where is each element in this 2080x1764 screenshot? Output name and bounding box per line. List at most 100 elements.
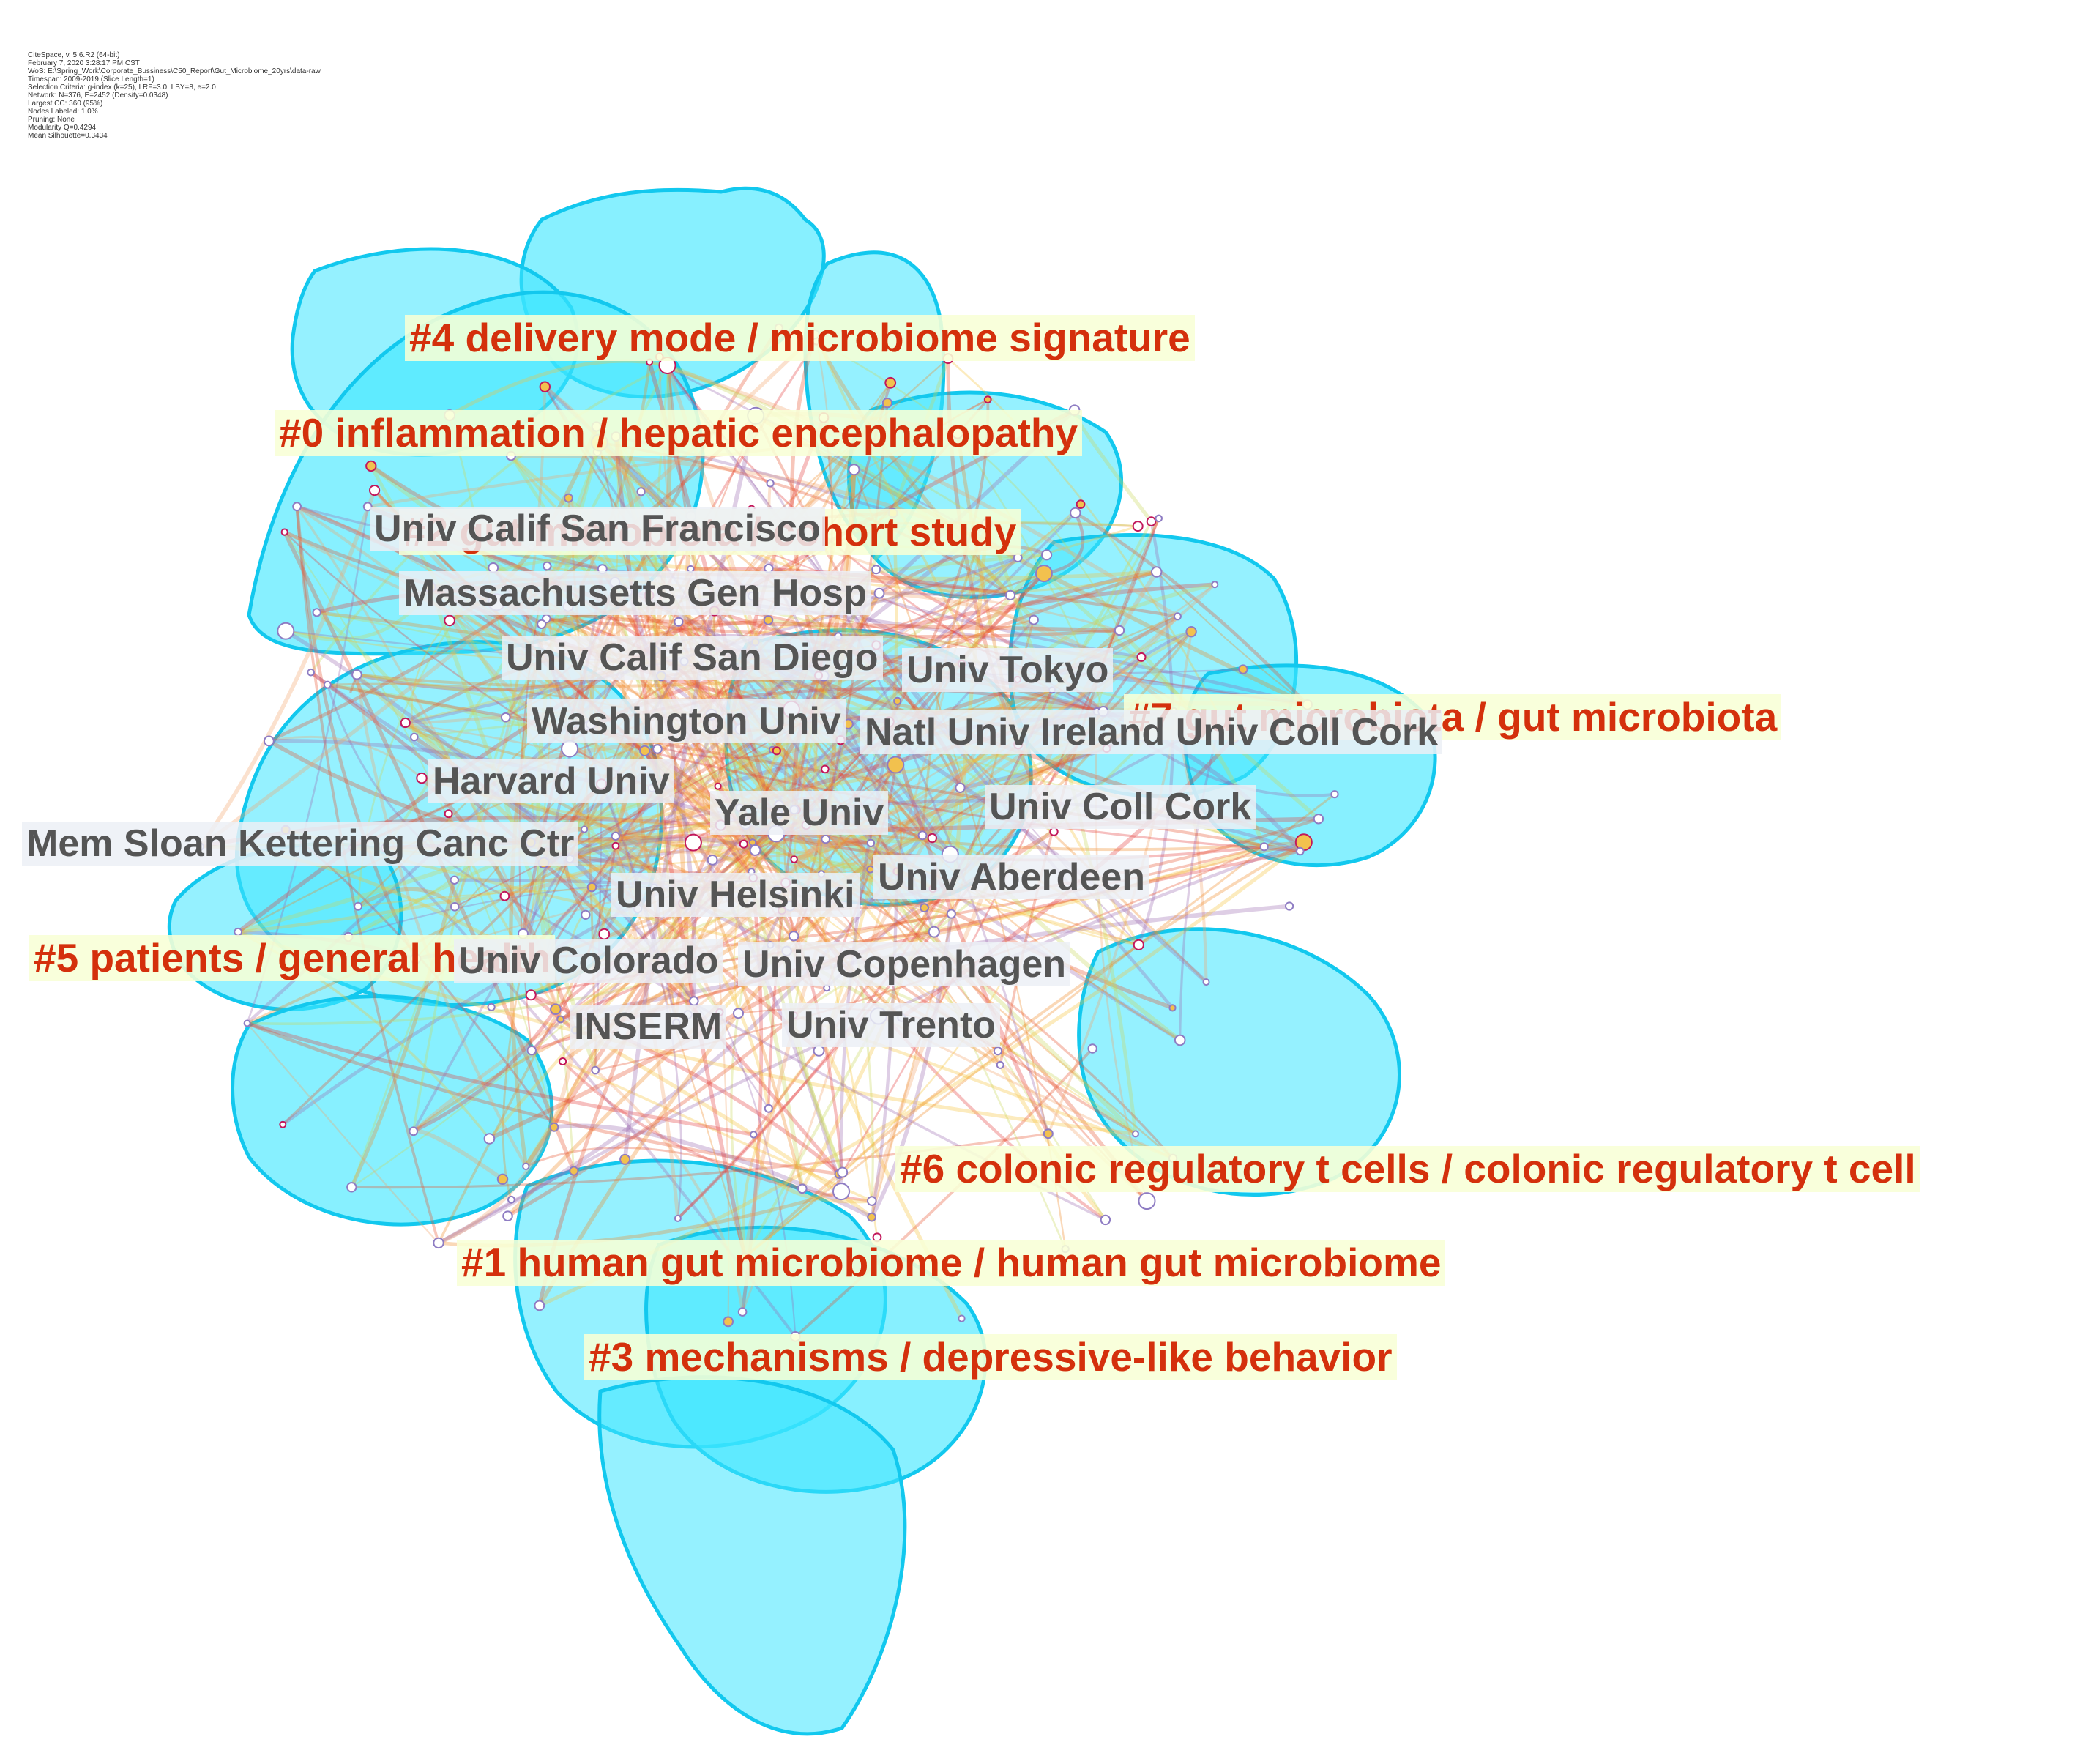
- meta-line: Largest CC: 360 (95%): [28, 100, 103, 108]
- network-node: [1155, 514, 1163, 523]
- institution-label: Univ Calif San Diego: [502, 636, 883, 680]
- network-edge: [741, 523, 988, 1313]
- network-node: [832, 1183, 850, 1201]
- institution-label: Univ Copenhagen: [738, 942, 1071, 986]
- network-node: [684, 833, 702, 852]
- network-node: [598, 928, 611, 940]
- network-node: [556, 1015, 564, 1024]
- network-node: [1076, 499, 1086, 509]
- network-edge: [769, 483, 1050, 1134]
- network-node: [559, 1057, 567, 1065]
- network-node: [983, 395, 992, 403]
- network-summary: CiteSpace, v. 5.6.R2 (64-bit) February 7…: [28, 51, 321, 140]
- network-node: [750, 1131, 758, 1139]
- network-edge: [412, 1008, 557, 1134]
- network-node: [487, 1002, 496, 1011]
- network-node: [881, 398, 893, 409]
- network-node: [917, 830, 928, 841]
- network-edge: [1051, 688, 1302, 853]
- network-edge: [816, 340, 1121, 631]
- network-node: [1285, 901, 1294, 911]
- network-node: [928, 926, 940, 938]
- network-node: [639, 745, 651, 757]
- network-node: [1330, 790, 1339, 799]
- network-edge: [742, 889, 840, 1258]
- network-edge: [718, 1011, 797, 1337]
- network-edge: [525, 1146, 803, 1190]
- meta-line: Network: N=376, E=2452 (Density=0.0348): [28, 92, 168, 100]
- cluster-hull: [231, 994, 554, 1227]
- network-node: [920, 903, 929, 913]
- network-node: [837, 1166, 849, 1178]
- meta-line: Nodes Labeled: 1.0%: [28, 108, 98, 116]
- network-node: [522, 1162, 530, 1171]
- network-node: [1146, 516, 1157, 526]
- network-node: [714, 782, 722, 790]
- network-node: [619, 1153, 631, 1165]
- meta-line: Selection Criteria: g-index (k=25), LRF=…: [28, 83, 216, 92]
- network-node: [611, 841, 620, 850]
- network-node: [652, 744, 663, 754]
- network-node: [1100, 1214, 1111, 1226]
- institution-label: Univ Trento: [782, 1003, 1001, 1047]
- institution-label: Natl Univ Ireland Univ Coll Cork: [860, 710, 1443, 754]
- network-node: [1168, 1004, 1177, 1012]
- network-edge: [644, 749, 1300, 853]
- network-edge: [269, 735, 422, 779]
- network-node: [797, 1183, 808, 1194]
- network-node: [312, 608, 321, 617]
- network-edge: [767, 619, 1182, 1042]
- network-edge: [537, 868, 872, 1307]
- network-node: [958, 1314, 966, 1322]
- network-edge: [295, 506, 417, 960]
- network-node: [400, 717, 411, 729]
- network-node: [1136, 652, 1147, 662]
- network-node: [611, 831, 620, 841]
- cluster-label-1: #1 human gut microbiome / human gut micr…: [457, 1240, 1446, 1286]
- institution-label: Univ Calif San Francisco: [370, 507, 825, 551]
- network-node: [764, 1104, 773, 1113]
- network-node: [507, 1195, 515, 1204]
- network-edge: [412, 912, 952, 1133]
- network-node: [893, 696, 902, 706]
- institution-label: Univ Aberdeen: [873, 855, 1150, 899]
- network-edge: [1074, 511, 1309, 706]
- network-edge: [751, 1134, 872, 1204]
- meta-line: WoS: E:\Spring_Work\Corporate_Bussiness\…: [28, 67, 321, 75]
- network-node: [1041, 549, 1053, 561]
- network-node: [873, 587, 885, 599]
- institution-label: Massachusetts Gen Hosp: [399, 571, 871, 615]
- institution-label: Mem Sloan Kettering Canc Ctr: [22, 822, 579, 866]
- meta-line: Modularity Q=0.4294: [28, 124, 97, 132]
- network-node: [409, 1126, 419, 1136]
- network-node: [723, 1316, 734, 1328]
- network-edge: [347, 720, 890, 939]
- network-node: [264, 735, 275, 747]
- institution-label: INSERM: [570, 1005, 727, 1049]
- network-edge: [744, 793, 1335, 1259]
- network-edge: [428, 586, 597, 1071]
- network-node: [369, 485, 381, 496]
- network-node: [1174, 1034, 1186, 1046]
- institution-label: Univ Tokyo: [902, 648, 1114, 692]
- network-node: [1028, 614, 1039, 625]
- network-edge: [310, 671, 841, 1175]
- meta-line: CiteSpace, v. 5.6.R2 (64-bit): [28, 51, 120, 59]
- network-node: [790, 855, 798, 863]
- network-node: [866, 838, 876, 848]
- network-node: [433, 1237, 444, 1249]
- network-edge: [509, 618, 548, 1167]
- network-edge: [246, 1021, 840, 1176]
- network-edge: [568, 570, 1158, 860]
- network-node: [526, 1045, 537, 1056]
- network-node: [365, 460, 377, 472]
- network-node: [277, 622, 295, 640]
- network-node: [737, 1307, 748, 1317]
- network-node: [564, 493, 573, 503]
- network-node: [1035, 565, 1053, 583]
- network-edge: [614, 436, 805, 1189]
- network-node: [1114, 625, 1125, 636]
- network-edge: [448, 359, 668, 417]
- network-edge: [405, 525, 1138, 724]
- network-node: [354, 901, 363, 911]
